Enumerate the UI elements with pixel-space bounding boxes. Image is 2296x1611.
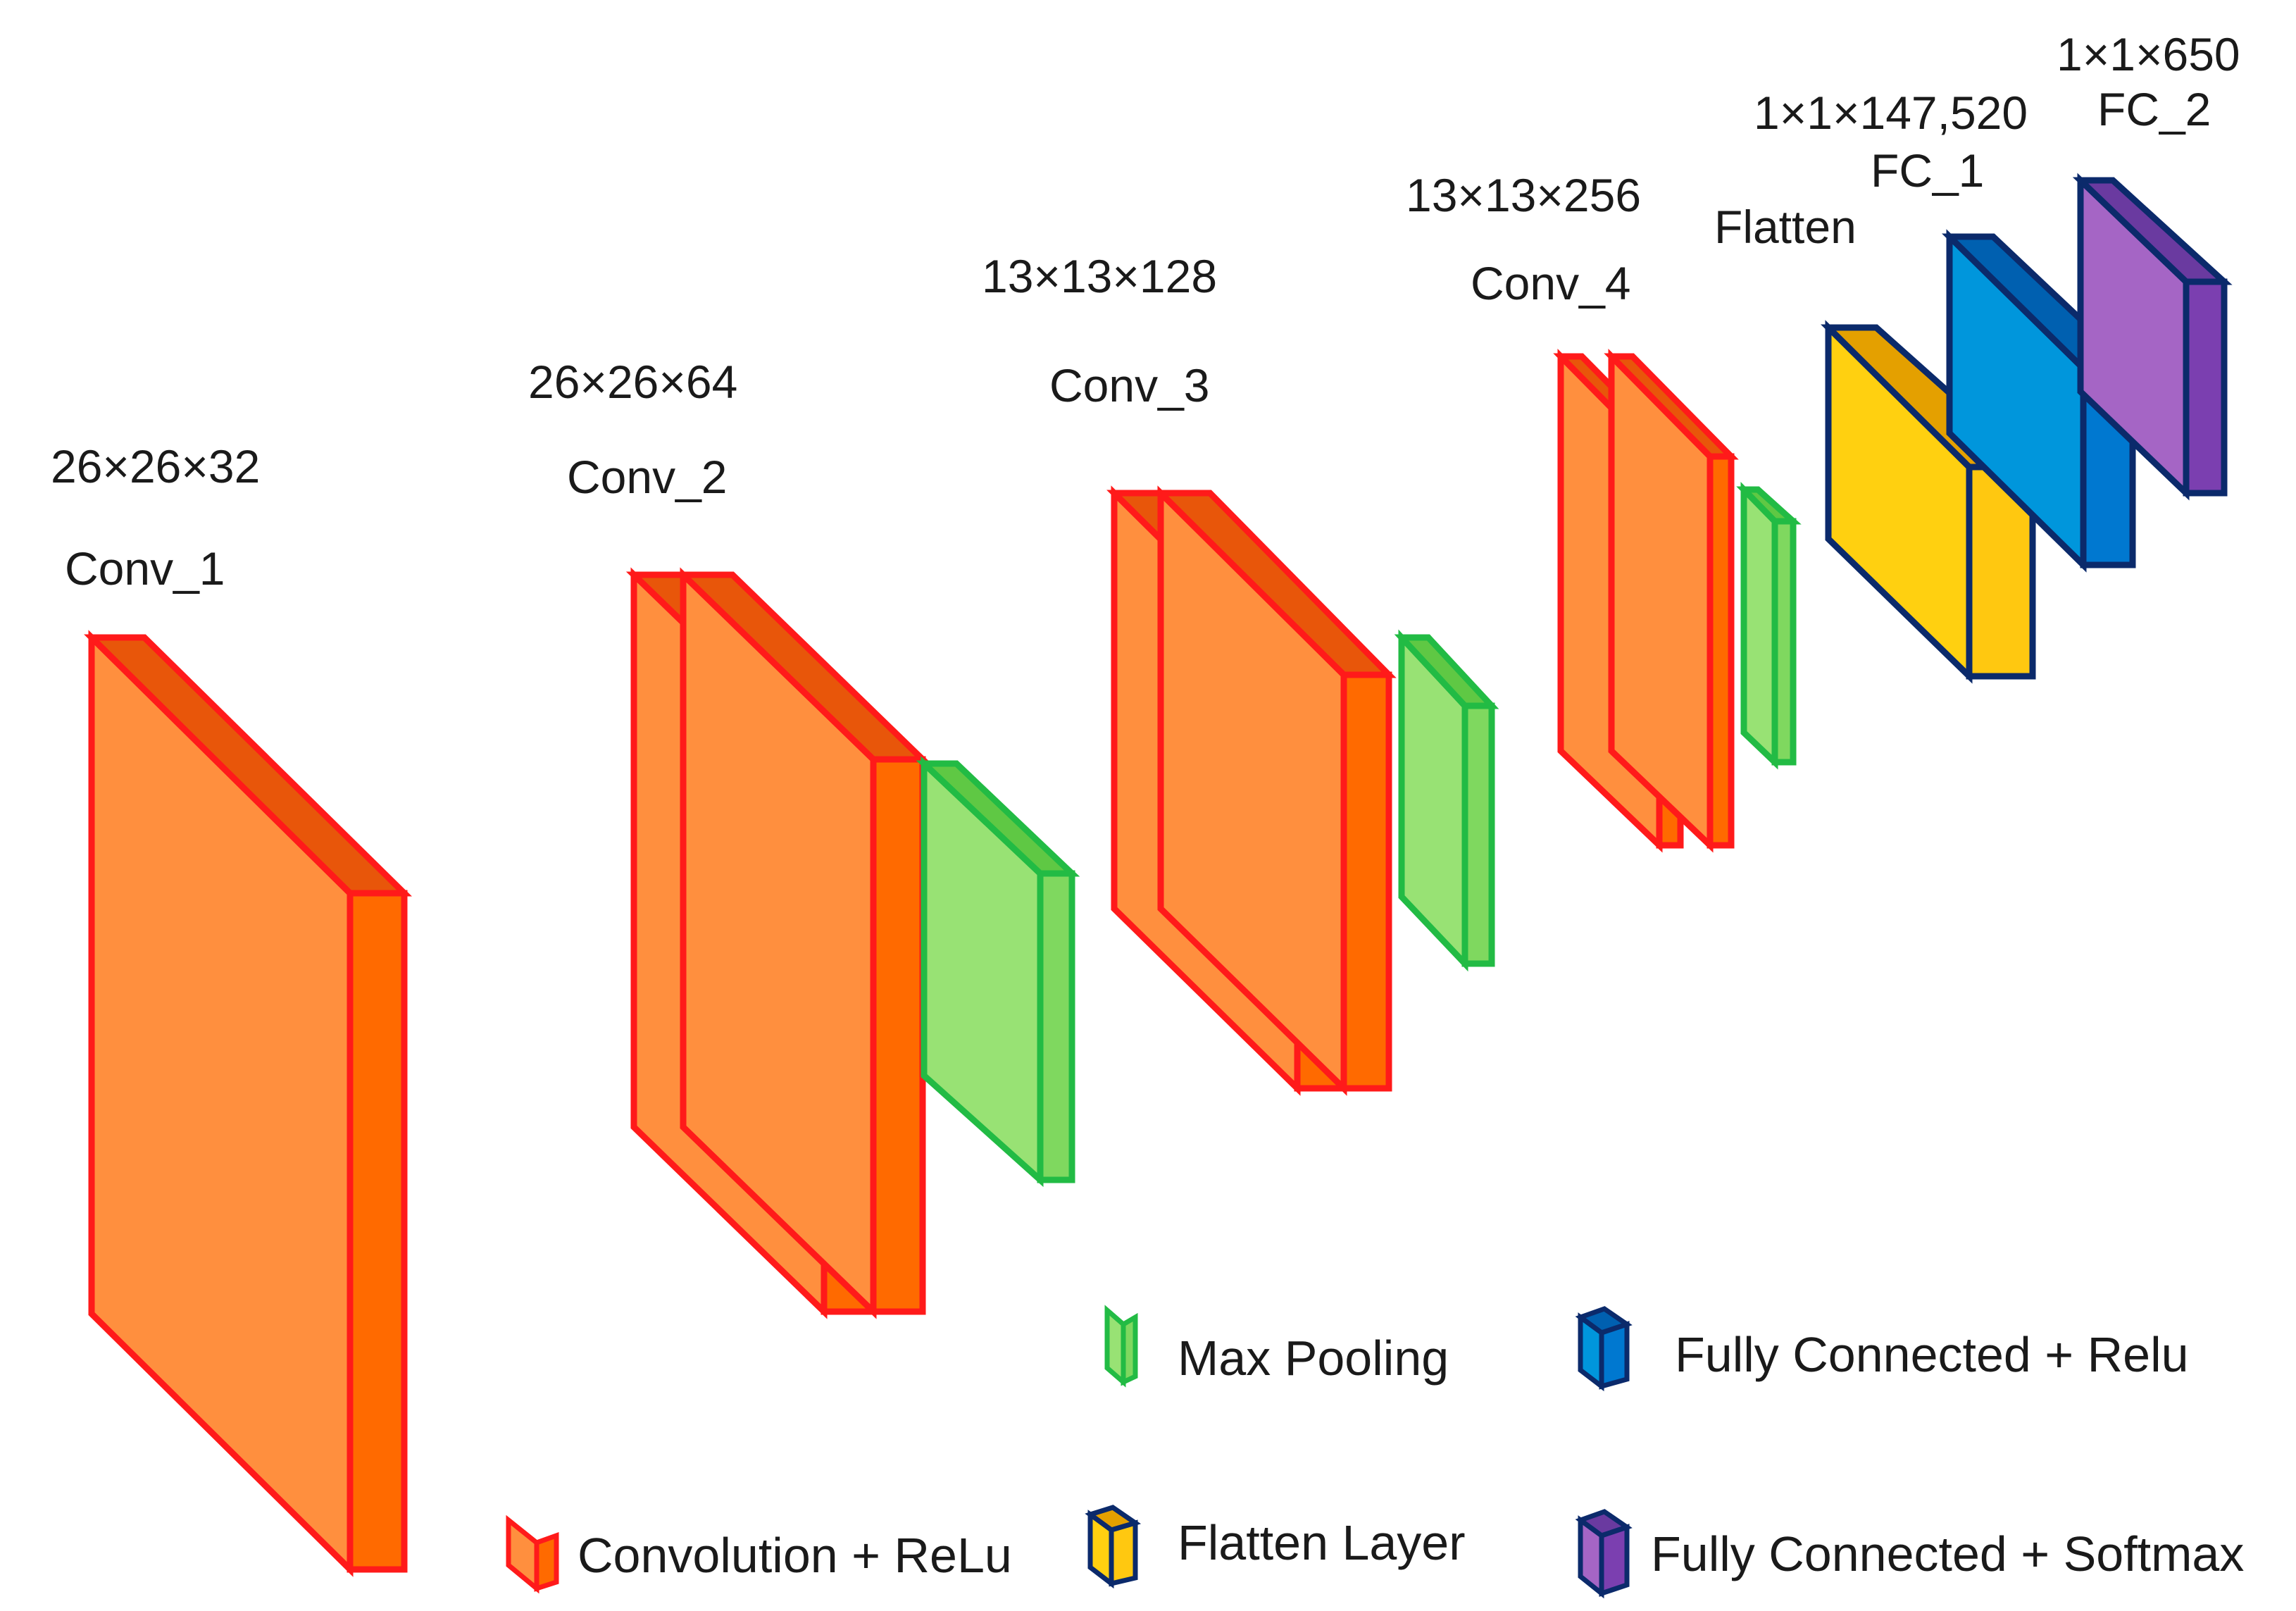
conv3-dims-label: 13×13×128 (982, 250, 1217, 302)
legend-flatten-icon-side (1109, 1519, 1138, 1587)
pool2-slab-side (1461, 702, 1495, 967)
conv2-slab-2-side (870, 756, 926, 1315)
fc2-block (2072, 173, 2233, 501)
legend-fc-softmax-icon (1575, 1509, 1633, 1599)
legend-flatten-icon-face (1087, 1510, 1114, 1589)
legend-fc-softmax-label: Fully Connected + Softmax (1651, 1526, 2244, 1581)
legend-conv-icon-side (534, 1532, 559, 1592)
legend-pool-label: Max Pooling (1178, 1331, 1449, 1386)
legend-fc-relu-icon-side (1599, 1321, 1630, 1390)
legend-fc-softmax-icon-face (1578, 1515, 1604, 1599)
legend-fc-relu-icon (1575, 1306, 1633, 1392)
fc1-slab (1942, 229, 2141, 573)
conv4-slab-2-side (1707, 453, 1735, 849)
conv2-name-label: Conv_2 (567, 451, 728, 503)
conv1-slab-side (347, 890, 408, 1573)
legend-pool-icon (1104, 1305, 1138, 1388)
conv1-slab (84, 630, 412, 1577)
fc2-slab (2072, 173, 2233, 501)
conv4-name-label: Conv_4 (1471, 257, 1631, 309)
fc2-dims-label: 1×1×650 (2057, 28, 2240, 80)
pool1-slab-side (1037, 870, 1075, 1183)
legend-fc-relu-label: Fully Connected + Relu (1675, 1327, 2189, 1382)
fc2-slab-side (2183, 278, 2228, 497)
legend-conv-label: Convolution + ReLu (578, 1528, 1012, 1583)
conv4-dims-label: 13×13×256 (1406, 169, 1641, 221)
conv1-name-label: Conv_1 (65, 542, 225, 595)
conv1-slab-face (88, 630, 354, 1577)
conv2-block (625, 567, 931, 1319)
fc2-name-label: FC_2 (2097, 83, 2211, 135)
fc1-name-label: FC_1 (1871, 144, 1984, 197)
pool3-block (1736, 481, 1802, 770)
conv3-name-label: Conv_3 (1049, 359, 1210, 411)
pool3-slab (1736, 481, 1802, 770)
conv2-dims-label: 26×26×64 (528, 356, 737, 408)
fc1-dims-label: 1×1×147,520 (1754, 87, 2028, 139)
pool3-slab-face (1740, 481, 1778, 770)
legend-pool-icon-side (1121, 1312, 1138, 1386)
legend (506, 1305, 1633, 1599)
legend-fc-relu-icon-face (1578, 1312, 1604, 1392)
conv3-block (1106, 485, 1397, 1096)
pool2-block (1394, 629, 1499, 972)
pool1-slab (916, 756, 1080, 1188)
conv1-block (84, 630, 412, 1577)
legend-conv-icon-face (506, 1514, 539, 1594)
fc1-block (1942, 229, 2141, 573)
legend-conv-icon (506, 1514, 559, 1594)
legend-fc-softmax-icon-side (1599, 1524, 1630, 1597)
pool1-block (916, 756, 1080, 1188)
conv1-dims-label: 26×26×32 (51, 440, 260, 492)
conv3-slab-2-side (1340, 671, 1392, 1092)
pool2-slab (1394, 629, 1499, 972)
flatten-name-label: Flatten (1714, 201, 1857, 253)
conv4-slab-2 (1604, 349, 1739, 853)
pool3-slab-side (1771, 518, 1797, 766)
conv4-block (1553, 349, 1739, 853)
conv3-slab-2 (1153, 485, 1397, 1096)
legend-flatten-icon (1085, 1505, 1142, 1589)
legend-flatten-label: Flatten Layer (1178, 1515, 1466, 1570)
